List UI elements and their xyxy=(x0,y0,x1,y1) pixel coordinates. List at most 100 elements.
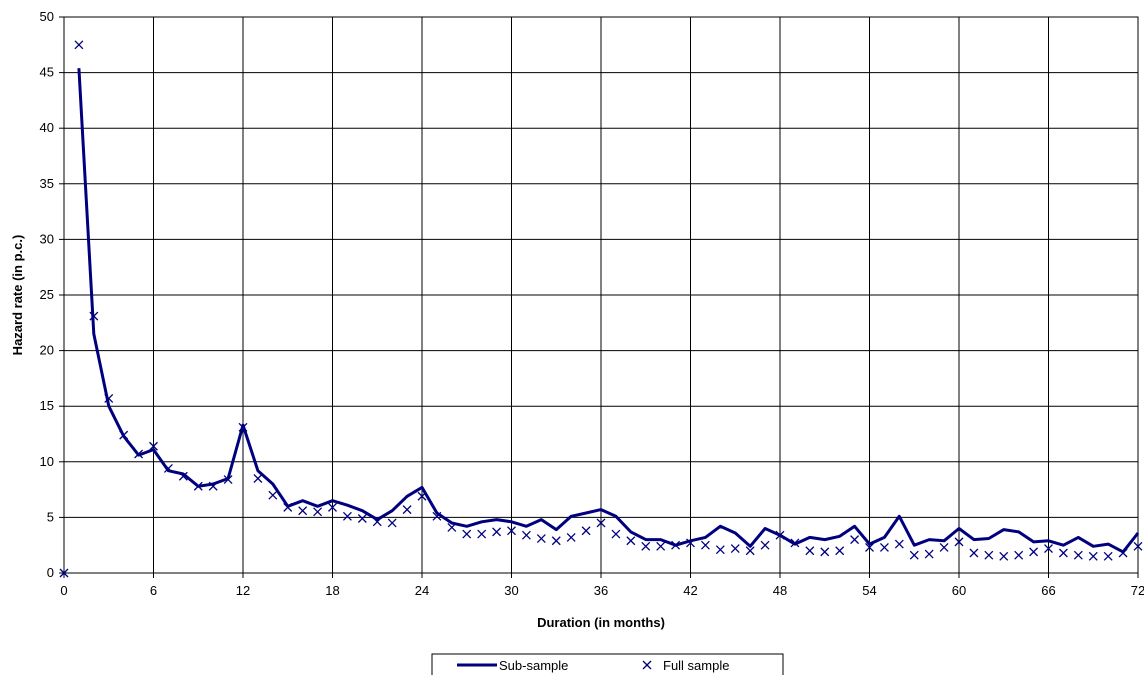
marker-stroke xyxy=(432,511,442,521)
marker-stroke xyxy=(924,549,934,559)
y-tick-label: 35 xyxy=(40,176,54,191)
marker-stroke xyxy=(357,514,367,523)
data-point-marker xyxy=(328,502,337,512)
data-point-marker xyxy=(1118,548,1128,558)
data-point-marker xyxy=(775,530,785,540)
data-point-marker xyxy=(298,506,308,516)
marker-stroke xyxy=(909,550,919,560)
data-point-marker xyxy=(984,550,994,560)
marker-stroke xyxy=(879,542,889,552)
y-tick-label: 15 xyxy=(40,398,54,413)
data-point-marker xyxy=(909,550,919,560)
data-point-marker xyxy=(417,491,427,501)
x-tick-label: 54 xyxy=(862,583,876,598)
marker-stroke xyxy=(1088,551,1098,561)
marker-stroke xyxy=(641,541,651,551)
marker-stroke xyxy=(477,529,487,539)
marker-stroke xyxy=(596,518,606,528)
y-tick-label: 10 xyxy=(40,454,54,469)
data-point-marker xyxy=(954,537,964,547)
marker-stroke xyxy=(1029,547,1039,557)
marker-stroke xyxy=(760,540,770,550)
marker-stroke xyxy=(835,546,845,556)
marker-stroke xyxy=(253,474,263,483)
data-point-marker xyxy=(253,474,263,483)
x-axis-title: Duration (in months) xyxy=(537,615,665,630)
data-point-marker xyxy=(715,545,725,555)
marker-stroke xyxy=(745,546,755,556)
marker-stroke xyxy=(820,547,830,557)
marker-stroke xyxy=(328,502,337,512)
marker-stroke xyxy=(119,430,129,440)
marker-stroke xyxy=(268,490,278,500)
data-point-marker xyxy=(1073,550,1083,560)
x-tick-label: 24 xyxy=(415,583,429,598)
data-point-marker xyxy=(879,542,889,552)
data-point-marker xyxy=(894,539,904,549)
y-tick-label: 5 xyxy=(47,509,54,524)
data-point-marker xyxy=(641,541,651,551)
marker-stroke xyxy=(447,522,457,532)
legend-label-full-sample: Full sample xyxy=(663,658,729,673)
marker-stroke xyxy=(969,548,979,558)
marker-stroke xyxy=(790,538,800,548)
series-markers-full-sample xyxy=(59,40,1143,578)
y-tick-label: 25 xyxy=(40,287,54,302)
data-point-marker xyxy=(939,542,949,552)
marker-stroke xyxy=(492,527,502,537)
data-point-marker xyxy=(1044,544,1053,553)
marker-stroke xyxy=(178,471,188,481)
marker-stroke xyxy=(894,539,904,549)
y-tick-label: 50 xyxy=(40,9,54,24)
marker-stroke xyxy=(865,542,874,552)
data-point-marker xyxy=(596,518,606,528)
data-point-marker xyxy=(208,481,218,491)
marker-stroke xyxy=(715,545,725,555)
marker-stroke xyxy=(700,540,710,550)
marker-stroke xyxy=(686,538,695,548)
x-tick-label: 66 xyxy=(1041,583,1055,598)
data-point-marker xyxy=(805,546,815,556)
x-tick-label: 0 xyxy=(60,583,67,598)
data-point-marker xyxy=(89,311,99,321)
data-point-marker xyxy=(566,532,576,542)
marker-stroke xyxy=(626,536,636,546)
x-tick-label: 60 xyxy=(952,583,966,598)
y-tick-label: 30 xyxy=(40,231,54,246)
marker-stroke xyxy=(89,311,99,321)
data-point-marker xyxy=(402,505,412,515)
data-point-marker xyxy=(790,538,800,548)
marker-stroke xyxy=(372,517,382,527)
x-tick-label: 36 xyxy=(594,583,608,598)
data-point-marker xyxy=(372,517,382,527)
legend-label-sub-sample: Sub-sample xyxy=(499,658,568,673)
x-tick-label: 42 xyxy=(683,583,697,598)
data-point-marker xyxy=(59,568,69,578)
marker-stroke xyxy=(163,464,173,473)
marker-stroke xyxy=(939,542,949,552)
data-point-marker xyxy=(1103,551,1113,561)
marker-stroke xyxy=(402,505,412,515)
data-point-marker xyxy=(551,536,561,546)
marker-stroke xyxy=(298,506,308,516)
data-point-marker xyxy=(999,551,1009,561)
marker-stroke xyxy=(342,511,352,521)
data-point-marker xyxy=(447,522,457,532)
data-point-marker xyxy=(387,518,397,528)
marker-stroke xyxy=(462,529,472,539)
marker-stroke xyxy=(104,393,114,403)
marker-stroke xyxy=(74,40,84,50)
data-point-marker xyxy=(104,393,114,403)
marker-stroke xyxy=(521,530,531,540)
marker-stroke xyxy=(1044,544,1053,553)
data-point-marker xyxy=(581,526,591,536)
marker-stroke xyxy=(1133,541,1143,551)
data-point-marker xyxy=(193,481,203,491)
data-point-marker xyxy=(1029,547,1039,557)
marker-stroke xyxy=(656,541,666,551)
data-point-marker xyxy=(462,529,472,539)
data-point-marker xyxy=(1014,550,1024,560)
legend: Sub-sample Full sample xyxy=(431,653,784,675)
data-point-marker xyxy=(74,40,84,50)
